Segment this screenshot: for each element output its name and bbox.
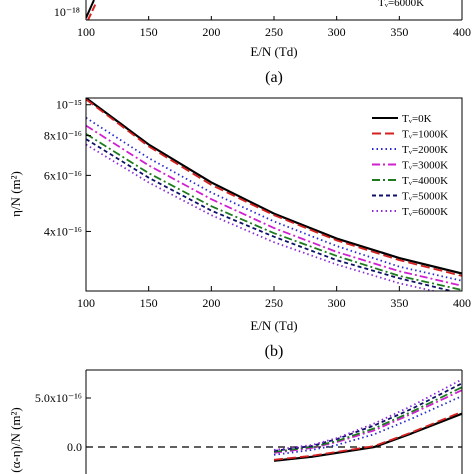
- panel-b-curves: [86, 98, 462, 291]
- panel-a-x-tick-label: 200: [202, 25, 220, 39]
- panel-c-series-line: [273, 410, 462, 461]
- panel-b-legend-label: Tᵥ=0K: [402, 113, 432, 125]
- panel-b-y-tick-label: 10⁻¹⁵: [56, 98, 82, 112]
- panel-a-x-tick-label: 300: [328, 25, 346, 39]
- panel-a-curve-black: [86, 0, 95, 19]
- panel-b-x-tick-label: 250: [265, 296, 283, 310]
- panel-b-legend-label: Tᵥ=4000K: [402, 175, 448, 187]
- panel-a-x-tick-label: 250: [265, 25, 283, 39]
- panel-b-series-line: [86, 143, 438, 291]
- panel-c-y-tick-label: 0.0: [67, 440, 82, 454]
- panel-a-x-ticks: 100 150 200 250 300 350 400: [77, 16, 471, 39]
- panel-a-x-tick-label: 150: [140, 25, 158, 39]
- panel-b-caption: (b): [265, 343, 284, 360]
- panel-b-legend-label: Tᵥ=2000K: [402, 144, 448, 156]
- panel-a-caption: (a): [265, 69, 283, 86]
- panel-b-y-ticks: 10⁻¹⁵ 8x10⁻¹⁶ 6x10⁻¹⁶ 4x10⁻¹⁶: [44, 98, 91, 238]
- panel-a-curves: [86, 0, 97, 20]
- panel-a-x-tick-label: 350: [390, 25, 408, 39]
- panel-a-x-tick-label: 400: [453, 25, 471, 39]
- panel-b-x-tick-label: 150: [140, 296, 158, 310]
- panel-c-y-tick-label: 5.0x10⁻¹⁶: [35, 391, 82, 405]
- panel-b-legend-label: Tᵥ=3000K: [402, 160, 448, 172]
- panel-a-x-tick-label: 100: [77, 25, 95, 39]
- panel-a-x-label: E/N (Td): [250, 44, 297, 59]
- panel-b-series-line: [86, 98, 462, 277]
- panel-a-curve-red: [87, 2, 97, 20]
- panel-c-series-line: [273, 386, 462, 453]
- panel-b-series-line: [86, 124, 462, 287]
- panel-b-x-tick-label: 350: [390, 296, 408, 310]
- panel-c-series-line: [273, 378, 462, 451]
- panel-b-x-tick-label: 400: [453, 296, 471, 310]
- panel-b-y-tick-label: 4x10⁻¹⁶: [44, 224, 82, 238]
- panel-b-x-tick-label: 200: [202, 296, 220, 310]
- panel-b-series-line: [86, 133, 462, 291]
- panel-a-y-tick-label: 10⁻¹⁸: [54, 5, 80, 19]
- panel-b-legend-label: Tᵥ=1000K: [402, 129, 448, 141]
- panel-b-legend-label: Tᵥ=6000K: [402, 206, 448, 218]
- panel-a-legend-entry: Tᵥ=6000K: [378, 0, 424, 9]
- panel-c-series-line: [273, 382, 462, 452]
- panel-b-y-tick-label: 8x10⁻¹⁶: [44, 129, 82, 143]
- panel-c-series-line: [273, 412, 462, 462]
- panel-c-series-line: [273, 389, 462, 454]
- panel-b: 100 150 200 250 300 350 400 10⁻¹⁵ 8x10⁻¹⁶ 6x10⁻¹…: [8, 97, 471, 360]
- panel-b-legend: Tᵥ=0K Tᵥ=1000K Tᵥ=2000K Tᵥ=3000K Tᵥ=4000K Tᵥ=…: [372, 113, 448, 218]
- panel-b-y-label: η/N (m²): [8, 171, 23, 217]
- panel-c-y-ticks: 5.0x10⁻¹⁶ 0.0: [35, 391, 91, 454]
- panel-b-x-label: E/N (Td): [250, 318, 297, 333]
- panel-c: 5.0x10⁻¹⁶ 0.0 (α-η)/N (m²): [8, 369, 463, 474]
- panel-a: 10⁻¹⁸ Tᵥ=6000K 100 150 200 250 300 350 400 E/N…: [54, 0, 471, 86]
- panel-c-series-line: [273, 395, 462, 456]
- panel-b-legend-label: Tᵥ=5000K: [402, 191, 448, 203]
- panel-b-series-line: [86, 138, 455, 291]
- panel-b-x-tick-label: 100: [77, 296, 95, 310]
- panel-b-x-tick-label: 300: [328, 296, 346, 310]
- panel-b-x-ticks: 100 150 200 250 300 350 400: [77, 286, 471, 310]
- panel-b-y-tick-label: 6x10⁻¹⁶: [44, 168, 82, 182]
- panel-b-series-line: [86, 98, 462, 275]
- panel-c-y-label: (α-η)/N (m²): [8, 407, 23, 473]
- panel-c-curves: [273, 378, 462, 462]
